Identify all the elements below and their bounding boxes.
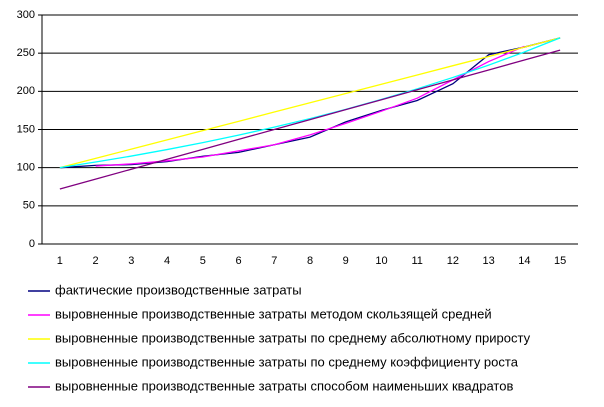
- x-tick-label: 13: [483, 255, 495, 267]
- y-tick-label: 150: [17, 123, 35, 135]
- y-tick-label: 200: [17, 85, 35, 97]
- legend-label: выровненные производственные затраты по …: [55, 354, 519, 369]
- x-tick-label: 2: [93, 255, 99, 267]
- x-tick-label: 11: [411, 255, 422, 267]
- legend-label: выровненные производственные затраты спо…: [55, 378, 513, 393]
- x-tick-label: 8: [307, 255, 313, 267]
- y-tick-label: 300: [17, 9, 35, 21]
- x-tick-label: 6: [235, 255, 241, 267]
- y-tick-label: 100: [17, 162, 35, 174]
- y-tick-label: 0: [29, 238, 35, 250]
- x-tick-label: 1: [57, 255, 63, 267]
- series-line: [59, 49, 561, 190]
- y-tick-label: 250: [17, 47, 35, 59]
- x-tick-label: 15: [554, 255, 566, 267]
- series-line: [59, 37, 561, 169]
- legend-label: выровненные производственные затраты мет…: [55, 306, 492, 321]
- x-tick-label: 5: [200, 255, 206, 267]
- series-line: [59, 37, 561, 169]
- x-tick-label: 4: [164, 255, 170, 267]
- series-line: [59, 37, 561, 169]
- legend-label: фактические производственные затраты: [55, 282, 302, 297]
- y-tick-label: 50: [23, 200, 35, 212]
- x-tick-label: 14: [518, 255, 530, 267]
- x-tick-label: 7: [271, 255, 277, 267]
- x-tick-label: 12: [447, 255, 459, 267]
- legend-label: выровненные производственные затраты по …: [55, 330, 531, 345]
- x-tick-label: 10: [375, 255, 387, 267]
- x-tick-label: 9: [343, 255, 349, 267]
- x-tick-label: 3: [128, 255, 134, 267]
